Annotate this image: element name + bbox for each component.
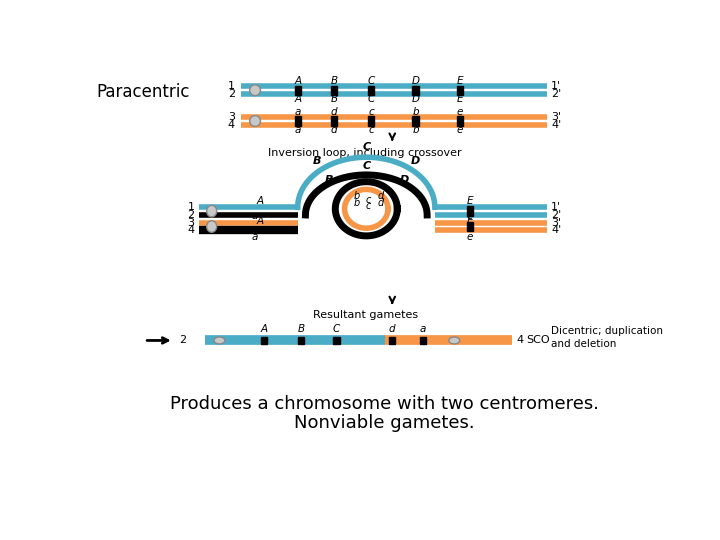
Text: 2': 2' <box>551 89 562 99</box>
Bar <box>467 222 473 231</box>
Text: b: b <box>354 198 360 207</box>
Text: e: e <box>456 125 463 135</box>
Text: d: d <box>330 125 338 135</box>
Ellipse shape <box>449 337 459 344</box>
Text: 1': 1' <box>551 82 562 91</box>
Text: D: D <box>400 175 409 185</box>
Text: 2: 2 <box>179 335 186 346</box>
Text: B: B <box>330 76 338 86</box>
Text: Dicentric; duplication
and deletion: Dicentric; duplication and deletion <box>551 326 663 349</box>
Text: Resultant gametes: Resultant gametes <box>312 309 418 320</box>
Bar <box>413 85 418 95</box>
Text: A: A <box>294 76 301 86</box>
Bar <box>368 117 374 126</box>
Text: b: b <box>412 125 419 135</box>
Text: e: e <box>467 232 473 241</box>
Bar <box>389 338 395 343</box>
Text: 1: 1 <box>228 82 235 91</box>
Text: 3': 3' <box>551 112 562 122</box>
Text: E: E <box>456 94 463 104</box>
Text: d: d <box>377 192 383 201</box>
Bar <box>297 338 304 343</box>
Text: A: A <box>294 94 301 104</box>
Text: Paracentric: Paracentric <box>96 83 189 101</box>
Text: E: E <box>467 216 473 226</box>
Text: A: A <box>261 323 268 334</box>
Text: a: a <box>294 107 301 117</box>
Bar <box>261 338 267 343</box>
Text: D: D <box>412 76 420 86</box>
Text: C: C <box>368 76 375 86</box>
Text: A: A <box>257 196 264 206</box>
Text: 1: 1 <box>188 202 194 212</box>
Text: 2: 2 <box>228 89 235 99</box>
Text: 3: 3 <box>228 112 235 122</box>
Text: a: a <box>252 212 258 221</box>
Text: d: d <box>377 198 383 207</box>
Text: d: d <box>330 107 338 117</box>
Bar <box>413 117 418 126</box>
Bar <box>467 206 473 215</box>
Ellipse shape <box>207 205 217 217</box>
Bar <box>333 338 340 343</box>
Text: C: C <box>362 142 370 152</box>
Text: B: B <box>312 156 321 166</box>
Text: 3: 3 <box>188 218 194 228</box>
Text: c: c <box>365 195 371 205</box>
Ellipse shape <box>250 116 261 126</box>
Ellipse shape <box>250 85 261 96</box>
Text: e: e <box>467 212 473 221</box>
Text: 3': 3' <box>551 218 562 228</box>
Text: e: e <box>456 107 463 117</box>
Text: 4: 4 <box>228 120 235 130</box>
Text: a: a <box>420 323 426 334</box>
Text: B: B <box>325 175 333 185</box>
Text: c: c <box>369 125 374 135</box>
Ellipse shape <box>214 337 225 344</box>
Text: 2': 2' <box>551 210 562 220</box>
Text: C: C <box>333 323 340 334</box>
Text: D: D <box>412 94 420 104</box>
Text: B: B <box>330 94 338 104</box>
Text: b: b <box>412 107 419 117</box>
Text: C: C <box>368 94 375 104</box>
Text: E: E <box>467 196 473 206</box>
Text: c: c <box>365 201 371 212</box>
Text: d: d <box>389 323 395 334</box>
Bar <box>368 85 374 95</box>
Bar <box>294 117 301 126</box>
Text: C: C <box>362 161 370 171</box>
Text: B: B <box>297 323 305 334</box>
Text: Produces a chromosome with two centromeres.: Produces a chromosome with two centromer… <box>170 395 599 413</box>
Text: D: D <box>411 156 420 166</box>
Text: 4: 4 <box>187 225 194 235</box>
Text: b: b <box>354 192 360 201</box>
Bar <box>456 117 463 126</box>
Bar <box>331 117 337 126</box>
Text: a: a <box>252 232 258 241</box>
Text: Inversion loop, including crossover: Inversion loop, including crossover <box>269 148 462 158</box>
Text: a: a <box>294 125 301 135</box>
Text: 4: 4 <box>516 335 523 346</box>
Bar <box>294 85 301 95</box>
Text: Nonviable gametes.: Nonviable gametes. <box>294 414 474 432</box>
Ellipse shape <box>207 221 217 232</box>
Bar <box>420 338 426 343</box>
Text: E: E <box>456 76 463 86</box>
Bar <box>331 85 337 95</box>
Text: c: c <box>369 107 374 117</box>
Text: 4': 4' <box>551 120 562 130</box>
Bar <box>456 85 463 95</box>
Text: 1': 1' <box>551 202 562 212</box>
Text: 4': 4' <box>551 225 562 235</box>
Text: SCO: SCO <box>526 335 550 346</box>
Text: A: A <box>257 216 264 226</box>
Text: 2: 2 <box>187 210 194 220</box>
